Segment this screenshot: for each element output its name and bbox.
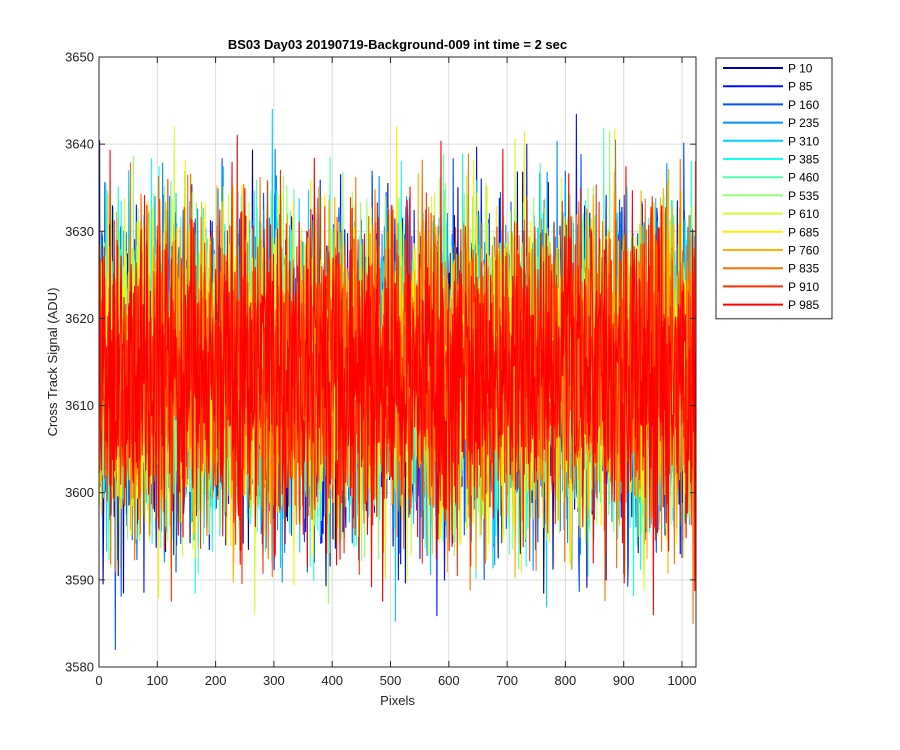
series-line-p-985 bbox=[99, 140, 696, 616]
legend-entry: P 760 bbox=[788, 244, 819, 258]
x-tick-label: 1000 bbox=[668, 673, 697, 688]
legend-entry: P 910 bbox=[788, 280, 819, 294]
legend-entry: P 385 bbox=[788, 153, 819, 167]
x-tick-label: 600 bbox=[438, 673, 460, 688]
y-tick-label: 3620 bbox=[65, 311, 94, 326]
x-tick-label: 900 bbox=[613, 673, 635, 688]
y-axis-label: Cross Track Signal (ADU) bbox=[45, 288, 60, 437]
x-tick-label: 700 bbox=[496, 673, 518, 688]
legend-entry: P 535 bbox=[788, 189, 819, 203]
chart-title: BS03 Day03 20190719-Background-009 int t… bbox=[228, 37, 567, 52]
x-tick-label: 500 bbox=[380, 673, 402, 688]
series-lines bbox=[99, 108, 696, 651]
legend-entry: P 985 bbox=[788, 298, 819, 312]
y-tick-label: 3590 bbox=[65, 572, 94, 587]
legend-entry: P 460 bbox=[788, 171, 819, 185]
y-tick-label: 3640 bbox=[65, 137, 94, 152]
legend-entry: P 685 bbox=[788, 225, 819, 239]
legend-entry: P 10 bbox=[788, 62, 813, 76]
x-tick-label: 200 bbox=[205, 673, 227, 688]
legend-box bbox=[715, 57, 833, 320]
x-tick-label: 400 bbox=[321, 673, 343, 688]
legend: P 10 P 85 P 160 P 235 P 310 P 385 P 460 P 535 P … bbox=[715, 57, 833, 320]
legend-entry: P 85 bbox=[788, 80, 813, 94]
legend-entry: P 160 bbox=[788, 98, 819, 112]
x-tick-label: 800 bbox=[555, 673, 577, 688]
legend-entry: P 310 bbox=[788, 134, 819, 148]
legend-entry: P 835 bbox=[788, 262, 819, 276]
legend-entry: P 235 bbox=[788, 116, 819, 130]
plot-frame bbox=[98, 56, 697, 668]
x-tick-label: 300 bbox=[263, 673, 285, 688]
x-tick-label: 100 bbox=[146, 673, 168, 688]
y-tick-label: 3650 bbox=[65, 50, 94, 65]
y-tick-label: 3580 bbox=[65, 660, 94, 675]
ticks: 0 100 200 300 400 500 600 700 800 900 1000 3580 3590… bbox=[65, 50, 696, 689]
y-tick-label: 3630 bbox=[65, 224, 94, 239]
x-tick-label: 0 bbox=[95, 673, 102, 688]
x-axis-label: Pixels bbox=[380, 693, 415, 708]
y-tick-label: 3610 bbox=[65, 398, 94, 413]
y-tick-label: 3600 bbox=[65, 485, 94, 500]
legend-entry: P 610 bbox=[788, 207, 819, 221]
